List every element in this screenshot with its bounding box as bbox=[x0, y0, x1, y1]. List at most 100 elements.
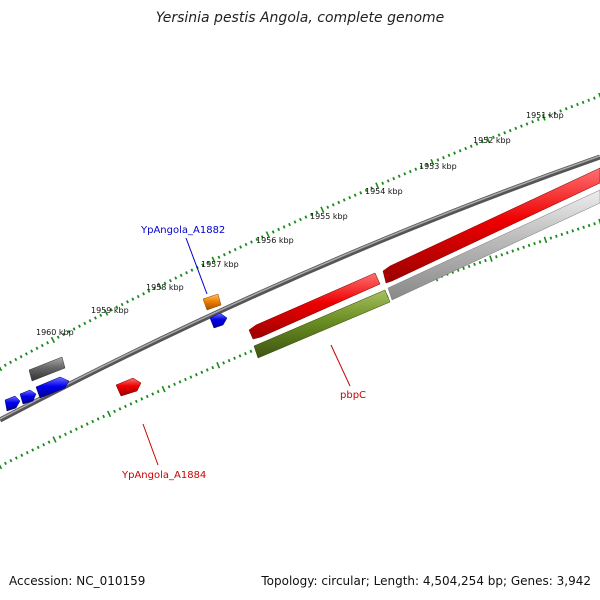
outer-scale-minor-tick bbox=[56, 335, 60, 339]
inner-scale-minor-tick bbox=[222, 361, 226, 365]
gene-red-arrow-left[interactable] bbox=[248, 272, 381, 340]
gene-labels: YpAngola_A1882 pbpC YpAngola_A1884 bbox=[121, 225, 366, 481]
gene-blue-arrow-1[interactable] bbox=[4, 395, 21, 412]
outer-scale-major-tick bbox=[375, 182, 380, 189]
outer-scale-minor-tick bbox=[536, 117, 540, 122]
gene-a1882-orange[interactable] bbox=[202, 293, 222, 311]
outer-scale-minor-tick bbox=[19, 355, 23, 359]
gene-grey-block[interactable] bbox=[28, 356, 66, 382]
outer-scale-major-tick bbox=[541, 114, 546, 121]
inner-scale-major-tick bbox=[161, 385, 166, 393]
leader-line-a1882 bbox=[185, 237, 208, 295]
outer-scale-major-tick bbox=[485, 136, 490, 143]
inner-scale-minor-tick bbox=[194, 373, 198, 377]
gene-blue-arrow-4[interactable] bbox=[209, 312, 228, 329]
inner-scale-minor-tick bbox=[587, 223, 591, 228]
inner-scale-minor-tick bbox=[511, 249, 515, 253]
outer-scale-minor-tick bbox=[503, 131, 507, 135]
outer-scale-minor-tick bbox=[553, 111, 557, 115]
gene-label-pbpc[interactable]: pbpC bbox=[340, 390, 366, 401]
inner-scale-minor-tick bbox=[500, 253, 504, 257]
outer-scale-minor-tick bbox=[326, 205, 330, 209]
inner-scale-minor-tick bbox=[156, 389, 160, 394]
outer-scale-minor-tick bbox=[299, 217, 302, 222]
outer-scale-minor-tick bbox=[46, 341, 50, 345]
scale-label-1951: 1951 kbp bbox=[526, 111, 564, 120]
outer-scale-minor-tick bbox=[419, 165, 423, 169]
inner-scale-minor-tick bbox=[113, 409, 116, 414]
inner-scale-minor-tick bbox=[565, 231, 569, 235]
inner-scale-major-tick bbox=[107, 410, 112, 418]
outer-scale-minor-tick bbox=[190, 268, 194, 272]
outer-scale-minor-tick bbox=[464, 146, 468, 151]
outer-scale-minor-tick bbox=[593, 96, 596, 100]
scale-label-1958: 1958 kbp bbox=[146, 283, 184, 292]
outer-scale-minor-tick bbox=[179, 273, 183, 278]
outer-scale-minor-tick bbox=[392, 176, 396, 181]
outer-scale-minor-tick bbox=[331, 203, 335, 207]
inner-scale-major-tick bbox=[52, 436, 57, 443]
inner-scale-minor-tick bbox=[522, 245, 525, 249]
outer-scale-minor-tick bbox=[14, 357, 18, 362]
scale-label-1952: 1952 kbp bbox=[473, 136, 511, 145]
gene-a1884-red[interactable] bbox=[115, 377, 142, 397]
leader-line-pbpc bbox=[330, 344, 351, 387]
outer-scale-minor-tick bbox=[293, 220, 297, 224]
gene-pbpc-olive[interactable] bbox=[253, 289, 391, 359]
inner-scale-minor-tick bbox=[184, 377, 187, 382]
outer-scale-minor-tick bbox=[217, 255, 221, 259]
inner-scale-minor-tick bbox=[555, 234, 558, 238]
scale-label-1953: 1953 kbp bbox=[419, 162, 457, 171]
inner-scale-minor-tick bbox=[129, 402, 133, 406]
inner-scale-minor-tick bbox=[505, 251, 509, 255]
inner-scale-minor-tick bbox=[238, 354, 242, 358]
outer-scale-minor-tick bbox=[525, 122, 529, 126]
outer-scale-major-tick bbox=[598, 92, 600, 99]
gene-red-arrow-right[interactable] bbox=[382, 167, 600, 284]
inner-scale-minor-tick bbox=[478, 260, 482, 265]
gene-lightgrey-arrow[interactable] bbox=[387, 189, 600, 301]
reverse-genes bbox=[115, 167, 600, 397]
outer-scale-minor-tick bbox=[147, 289, 151, 293]
outer-scale-minor-tick bbox=[99, 313, 103, 317]
gene-blue-arrow-2[interactable] bbox=[19, 389, 37, 405]
outer-scale-minor-tick bbox=[239, 245, 243, 249]
forward-genes bbox=[4, 293, 228, 412]
outer-scale-minor-tick bbox=[353, 193, 357, 197]
inner-scale-minor-tick bbox=[484, 258, 487, 263]
outer-scale-minor-tick bbox=[497, 133, 501, 137]
outer-scale-minor-tick bbox=[206, 260, 210, 265]
outer-scale-minor-tick bbox=[110, 308, 113, 312]
inner-scale-minor-tick bbox=[74, 427, 78, 431]
inner-scale-minor-tick bbox=[533, 241, 536, 246]
inner-scale-minor-tick bbox=[189, 375, 193, 379]
outer-scale-minor-tick bbox=[453, 151, 456, 155]
inner-scale-minor-tick bbox=[467, 264, 471, 268]
outer-scale-minor-tick bbox=[581, 100, 585, 104]
inner-scale-minor-tick bbox=[140, 397, 144, 401]
scale-label-1956: 1956 kbp bbox=[256, 236, 294, 245]
inner-scale-minor-tick bbox=[593, 222, 596, 226]
inner-scale-minor-tick bbox=[20, 453, 24, 457]
outer-scale-minor-tick bbox=[9, 360, 13, 364]
outer-scale-minor-tick bbox=[83, 321, 87, 326]
inner-scale-minor-tick bbox=[538, 240, 542, 244]
outer-scale-minor-tick bbox=[370, 186, 374, 190]
outer-scale-minor-tick bbox=[576, 102, 579, 107]
inner-scale-minor-tick bbox=[151, 392, 155, 396]
gene-blue-arrow-3[interactable] bbox=[35, 376, 70, 399]
gene-label-a1884[interactable]: YpAngola_A1884 bbox=[121, 470, 206, 481]
inner-scale-minor-tick bbox=[42, 443, 46, 447]
gene-label-a1882[interactable]: YpAngola_A1882 bbox=[140, 225, 225, 236]
scale-labels: 1951 kbp 1952 kbp 1953 kbp 1954 kbp 1955… bbox=[36, 111, 564, 337]
outer-scale-minor-tick bbox=[168, 278, 172, 283]
outer-scale-minor-tick bbox=[126, 300, 129, 304]
genome-stats-text: Topology: circular; Length: 4,504,254 bp… bbox=[261, 574, 591, 588]
outer-scale-minor-tick bbox=[570, 104, 574, 109]
outer-scale-minor-tick bbox=[442, 156, 445, 160]
inner-scale-minor-tick bbox=[9, 458, 13, 463]
outer-scale-major-tick bbox=[430, 158, 435, 166]
outer-scale-minor-tick bbox=[436, 158, 440, 162]
inner-scale-major-tick bbox=[489, 255, 493, 262]
outer-scale-minor-tick bbox=[481, 140, 484, 144]
